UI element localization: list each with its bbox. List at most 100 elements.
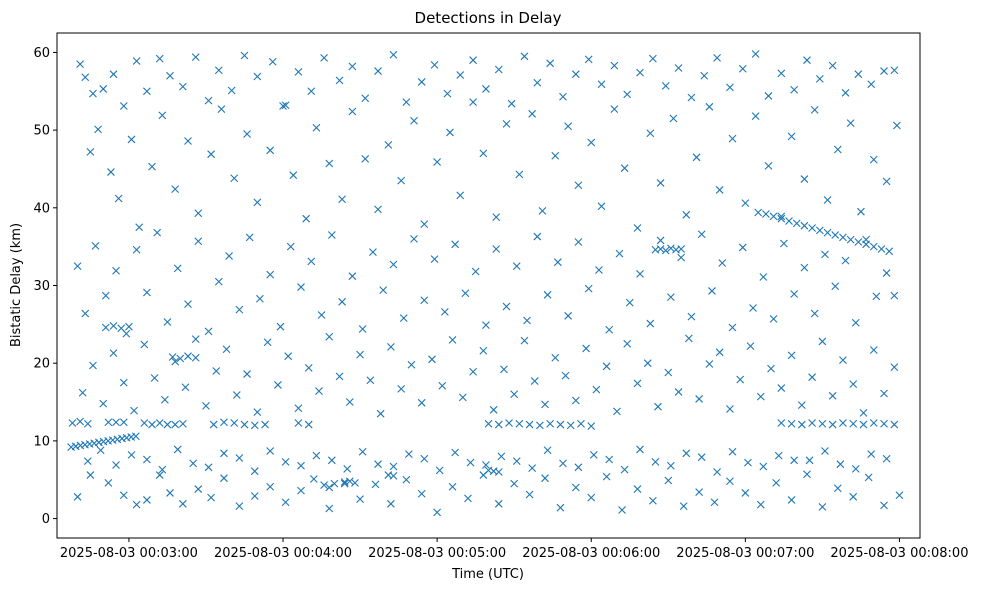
- data-point-marker: [497, 452, 506, 461]
- data-point-marker: [869, 346, 878, 354]
- data-point-marker: [854, 70, 863, 79]
- data-point-marker: [430, 60, 439, 69]
- x-tick-label: 2025-08-03 00:03:00: [60, 546, 198, 561]
- data-point-marker: [389, 462, 398, 471]
- data-point-marker: [666, 293, 675, 302]
- data-point-marker: [538, 207, 547, 215]
- data-point-marker: [846, 119, 855, 128]
- data-point-marker: [697, 230, 706, 239]
- data-point-marker: [494, 468, 503, 476]
- data-point-marker: [184, 300, 192, 309]
- data-point-marker: [119, 102, 128, 110]
- y-axis-label: Bistatic Delay (km): [9, 223, 24, 347]
- data-point-marker: [191, 335, 200, 343]
- data-point-marker: [584, 55, 593, 64]
- data-point-marker: [448, 335, 457, 344]
- data-point-marker: [661, 81, 670, 90]
- data-point-marker: [492, 213, 501, 222]
- data-point-marker: [687, 312, 696, 321]
- data-point-marker: [348, 107, 357, 116]
- data-point-marker: [880, 67, 888, 75]
- data-point-marker: [839, 356, 847, 364]
- data-point-marker: [574, 463, 583, 472]
- data-point-marker: [869, 155, 878, 164]
- data-point-marker: [651, 457, 660, 466]
- data-point-marker: [112, 418, 120, 427]
- data-point-marker: [546, 59, 555, 68]
- data-point-marker: [890, 420, 899, 429]
- data-point-marker: [602, 472, 611, 481]
- data-point-marker: [317, 311, 326, 319]
- y-tick-label: 40: [33, 201, 50, 216]
- data-point-marker: [553, 258, 562, 267]
- data-point-marker: [528, 464, 537, 472]
- data-point-marker: [371, 480, 380, 489]
- data-point-marker: [620, 164, 629, 173]
- data-point-marker: [68, 419, 77, 427]
- data-point-marker: [623, 339, 632, 348]
- data-point-marker: [482, 461, 490, 469]
- data-point-marker: [849, 492, 858, 501]
- data-point-marker: [687, 93, 696, 102]
- data-point-marker: [76, 60, 85, 68]
- data-point-marker: [217, 105, 226, 114]
- data-point-marker: [86, 471, 95, 479]
- data-point-marker: [705, 360, 714, 368]
- data-point-marker: [250, 492, 259, 500]
- data-point-marker: [602, 362, 611, 371]
- x-tick-label: 2025-08-03 00:05:00: [368, 546, 506, 561]
- data-point-marker: [566, 421, 575, 430]
- data-point-marker: [471, 267, 480, 276]
- data-point-marker: [127, 135, 136, 144]
- y-tick-label: 30: [33, 279, 50, 294]
- data-point-marker: [836, 460, 845, 469]
- data-point-marker: [81, 73, 90, 82]
- data-point-marker: [407, 360, 416, 369]
- data-point-marker: [302, 214, 311, 223]
- data-point-marker: [89, 89, 97, 98]
- data-point-marker: [831, 231, 840, 239]
- data-point-marker: [833, 484, 842, 493]
- data-point-marker: [823, 196, 832, 204]
- data-point-marker: [127, 450, 136, 459]
- data-point-marker: [109, 349, 118, 357]
- data-point-marker: [746, 342, 755, 350]
- data-point-marker: [284, 352, 293, 361]
- data-point-marker: [335, 372, 344, 381]
- data-point-marker: [220, 449, 228, 458]
- data-point-marker: [148, 420, 156, 429]
- data-point-marker: [841, 88, 850, 97]
- data-point-marker: [625, 298, 634, 307]
- data-point-marker: [543, 290, 552, 299]
- data-point-marker: [189, 459, 198, 468]
- data-point-marker: [571, 70, 580, 79]
- data-point-marker: [76, 417, 85, 426]
- data-point-marker: [78, 388, 87, 397]
- data-point-marker: [304, 420, 313, 429]
- data-point-marker: [523, 316, 531, 325]
- data-point-marker: [240, 51, 249, 60]
- data-point-marker: [73, 492, 82, 501]
- data-point-marker: [163, 318, 172, 326]
- data-point-marker: [854, 238, 863, 246]
- data-point-marker: [374, 67, 382, 75]
- data-point-marker: [281, 457, 290, 466]
- data-point-marker: [261, 420, 269, 429]
- data-point-marker: [895, 491, 904, 500]
- data-point-marker: [335, 76, 344, 85]
- data-point-marker: [312, 123, 321, 132]
- data-point-marker: [389, 50, 398, 59]
- data-point-marker: [494, 499, 503, 508]
- data-point-marker: [163, 420, 172, 429]
- data-point-marker: [505, 419, 513, 427]
- data-point-marker: [577, 419, 585, 428]
- data-point-marker: [325, 332, 334, 341]
- data-point-marker: [143, 87, 151, 96]
- data-point-marker: [664, 476, 673, 485]
- data-point-marker: [130, 406, 138, 415]
- data-point-marker: [402, 475, 411, 484]
- data-point-marker: [99, 85, 108, 93]
- data-point-marker: [666, 461, 675, 470]
- data-point-marker: [119, 378, 128, 387]
